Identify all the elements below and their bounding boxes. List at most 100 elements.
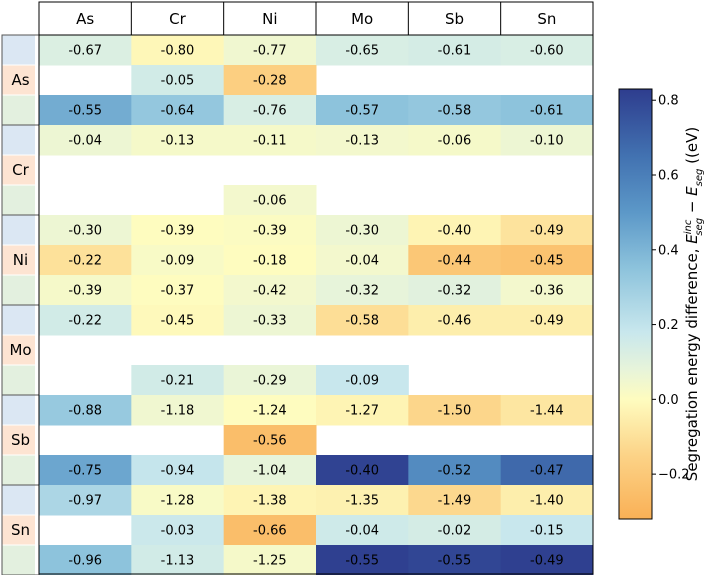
row-marker xyxy=(2,35,35,65)
heatmap-cell xyxy=(131,275,225,306)
cell-value-label: -1.27 xyxy=(345,404,379,419)
row-marker xyxy=(2,185,35,215)
heatmap-cell xyxy=(39,545,132,575)
row-marker xyxy=(2,215,35,245)
cell-value-label: -0.61 xyxy=(438,44,472,59)
cell-value-label: -0.77 xyxy=(253,44,287,59)
heatmap-cell xyxy=(223,245,317,276)
colorbar-label-unit: (eV) xyxy=(683,127,701,158)
heatmap-cell xyxy=(316,275,409,306)
heatmap-cell xyxy=(500,215,594,246)
cell-value-label: -0.80 xyxy=(161,44,195,59)
cell-value-label: -1.40 xyxy=(530,494,564,509)
row-marker xyxy=(2,455,35,485)
cell-value-label: -0.56 xyxy=(253,434,287,449)
heatmap-cell xyxy=(316,95,409,126)
cell-value-label: -0.55 xyxy=(438,554,472,569)
heatmap-cell xyxy=(131,515,225,546)
heatmap-cell xyxy=(316,215,409,246)
row-group-label: Ni xyxy=(13,251,28,269)
cell-value-label: -0.30 xyxy=(68,224,102,239)
heatmap-cell xyxy=(223,65,317,96)
row-group-label: As xyxy=(11,71,29,89)
colorbar-label-superscript: inc xyxy=(683,219,694,234)
cell-value-label: -0.57 xyxy=(345,104,379,119)
cell-value-label: -0.33 xyxy=(253,314,287,329)
row-marker xyxy=(2,65,35,95)
heatmap-cell xyxy=(408,215,502,246)
cell-value-label: -0.49 xyxy=(530,554,564,569)
heatmap-cell xyxy=(316,365,409,396)
heatmap-cell xyxy=(316,245,409,276)
heatmap-cell xyxy=(39,125,132,156)
row-marker xyxy=(2,335,35,365)
cell-value-label: -1.13 xyxy=(161,554,195,569)
column-header-label: Sn xyxy=(537,10,556,28)
cell-value-label: -0.45 xyxy=(161,314,195,329)
heatmap-cell xyxy=(223,275,317,306)
cell-value-label: -0.96 xyxy=(68,554,102,569)
heatmap-cell xyxy=(500,35,594,66)
colorbar-tick-label: 0.0 xyxy=(658,393,679,408)
cell-value-label: -0.94 xyxy=(161,464,195,479)
colorbar-label-subscript: seg xyxy=(694,169,705,187)
colorbar-tick-label: 0.2 xyxy=(658,318,679,333)
cell-value-label: -0.49 xyxy=(530,224,564,239)
cell-value-label: -0.58 xyxy=(438,104,472,119)
cell-value-label: -1.38 xyxy=(253,494,287,509)
heatmap-cell xyxy=(408,95,502,126)
heatmap-cell xyxy=(408,275,502,306)
colorbar-label-symbol: E xyxy=(683,186,701,196)
heatmap-cell xyxy=(223,365,317,396)
cell-value-label: -0.58 xyxy=(345,314,379,329)
cell-value-label: -0.10 xyxy=(530,134,564,149)
cell-value-label: -1.25 xyxy=(253,554,287,569)
cell-value-label: -0.32 xyxy=(345,284,379,299)
cell-value-label: -1.49 xyxy=(438,494,472,509)
cell-value-label: -1.04 xyxy=(253,464,287,479)
heatmap-cell xyxy=(39,35,132,66)
heatmap-cell xyxy=(223,485,317,516)
cell-value-label: -0.39 xyxy=(253,224,287,239)
cell-value-label: -0.06 xyxy=(253,194,287,209)
heatmap-cell xyxy=(500,395,594,426)
cell-value-label: -0.65 xyxy=(345,44,379,59)
cell-value-label: -1.50 xyxy=(438,404,472,419)
cell-value-label: -0.66 xyxy=(253,524,287,539)
heatmap-cell xyxy=(39,485,132,516)
column-header-label: Sb xyxy=(445,10,464,28)
heatmap-cell xyxy=(500,515,594,546)
cell-value-label: -0.67 xyxy=(68,44,102,59)
heatmap-cell xyxy=(408,515,502,546)
cell-value-label: -0.55 xyxy=(68,104,102,119)
heatmap-cell xyxy=(408,125,502,156)
heatmap-cell xyxy=(408,455,502,486)
cell-value-label: -0.22 xyxy=(68,314,102,329)
colorbar-tick-label: 0.8 xyxy=(658,94,679,109)
heatmap-cell xyxy=(316,395,409,426)
cell-value-label: -0.32 xyxy=(438,284,472,299)
heatmap-cell xyxy=(316,305,409,336)
row-group-label: Mo xyxy=(9,341,31,359)
heatmap-cell xyxy=(223,305,317,336)
row-marker xyxy=(2,95,35,125)
heatmap-cell xyxy=(316,515,409,546)
heatmap-cell xyxy=(131,305,225,336)
cell-value-label: -0.64 xyxy=(161,104,195,119)
heatmap-cell xyxy=(39,245,132,276)
heatmap-cell xyxy=(39,395,132,426)
heatmap-cell xyxy=(39,455,132,486)
cell-value-label: -0.11 xyxy=(253,134,287,149)
cell-value-label: -0.44 xyxy=(438,254,472,269)
cell-value-label: -0.60 xyxy=(530,44,564,59)
column-header-label: As xyxy=(76,10,94,28)
colorbar-tick-label: 0.4 xyxy=(658,243,679,258)
column-header-label: Mo xyxy=(351,10,373,28)
cell-value-label: -0.13 xyxy=(345,134,379,149)
colorbar-label-minus: − xyxy=(683,196,701,218)
cell-value-label: -0.21 xyxy=(161,374,195,389)
heatmap-cell xyxy=(39,275,132,306)
heatmap-cell xyxy=(223,185,317,216)
